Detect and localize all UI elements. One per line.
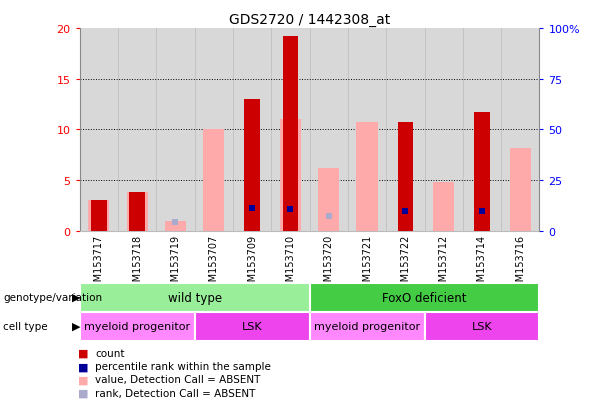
Text: myeloid progenitor: myeloid progenitor xyxy=(314,321,420,331)
Text: ▶: ▶ xyxy=(72,321,81,331)
Bar xyxy=(91,201,107,231)
Title: GDS2720 / 1442308_at: GDS2720 / 1442308_at xyxy=(229,12,390,26)
Bar xyxy=(80,312,195,341)
Text: cell type: cell type xyxy=(3,321,48,331)
Bar xyxy=(433,183,454,231)
Bar xyxy=(310,283,539,312)
Text: rank, Detection Call = ABSENT: rank, Detection Call = ABSENT xyxy=(95,388,256,398)
Bar xyxy=(310,312,424,341)
Bar xyxy=(156,29,195,231)
Text: genotype/variation: genotype/variation xyxy=(3,292,102,302)
Bar xyxy=(510,148,531,231)
Bar xyxy=(204,130,224,231)
Text: ■: ■ xyxy=(77,348,88,358)
Text: ■: ■ xyxy=(77,361,88,371)
Bar xyxy=(129,193,145,231)
Bar xyxy=(80,283,310,312)
Bar xyxy=(463,29,501,231)
Text: ■: ■ xyxy=(77,388,88,398)
Bar xyxy=(424,312,539,341)
Bar xyxy=(398,123,413,231)
Bar xyxy=(318,169,339,231)
Bar xyxy=(283,37,298,231)
Text: ▶: ▶ xyxy=(72,292,81,302)
Bar xyxy=(118,29,156,231)
Bar xyxy=(88,201,109,231)
Text: count: count xyxy=(95,348,124,358)
Bar xyxy=(348,29,386,231)
Bar xyxy=(357,123,378,231)
Bar xyxy=(127,193,148,231)
Bar xyxy=(245,100,260,231)
Text: wild type: wild type xyxy=(167,291,222,304)
Bar xyxy=(80,29,118,231)
Bar xyxy=(271,29,310,231)
Bar xyxy=(501,29,539,231)
Text: LSK: LSK xyxy=(471,321,492,331)
Text: FoxO deficient: FoxO deficient xyxy=(383,291,466,304)
Bar xyxy=(233,29,271,231)
Bar xyxy=(424,29,463,231)
Bar xyxy=(386,29,424,231)
Bar xyxy=(195,312,310,341)
Bar xyxy=(280,120,301,231)
Bar xyxy=(310,29,348,231)
Text: ■: ■ xyxy=(77,375,88,385)
Text: value, Detection Call = ABSENT: value, Detection Call = ABSENT xyxy=(95,375,261,385)
Text: LSK: LSK xyxy=(242,321,262,331)
Bar xyxy=(195,29,233,231)
Bar xyxy=(165,221,186,231)
Bar xyxy=(474,113,490,231)
Text: myeloid progenitor: myeloid progenitor xyxy=(84,321,190,331)
Text: percentile rank within the sample: percentile rank within the sample xyxy=(95,361,271,371)
